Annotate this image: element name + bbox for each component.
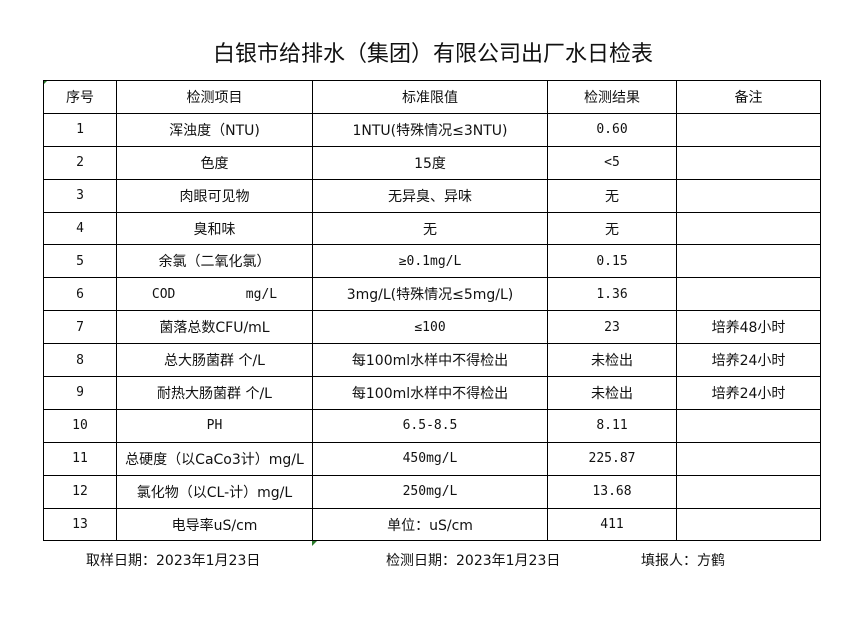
cell-remark [676,507,821,542]
cell-item: PH [116,408,313,443]
cell-no: 11 [43,441,117,476]
cell-result: 8.11 [547,408,677,443]
table-row: 9 耐热大肠菌群 个/L 每100ml水样中不得检出 未检出 培养24小时 [43,376,821,410]
table-row: 4 臭和味无无 [43,211,821,246]
cell-standard: 每100ml水样中不得检出 [312,376,548,410]
table-row: 6 COD mg/L 3mg/L(特殊情况≤5mg/L) 1.36 [43,277,821,312]
cell-no: 10 [43,408,117,443]
cell-item: 氯化物（以CL-计）mg/L [116,474,313,509]
header-no: 序号 [43,80,117,114]
cell-standard: 无 [312,211,548,246]
cell-standard: ≥0.1mg/L [312,244,548,279]
cell-remark [676,112,821,147]
cell-result: 13.68 [547,474,677,509]
cell-no: 4 [43,211,117,246]
cell-standard: 单位：uS/cm [312,507,548,542]
cell-remark [676,244,821,279]
cell-result: 未检出 [547,376,677,410]
cell-result: 1.36 [547,277,677,312]
cell-result: 23 [547,310,677,345]
sample-date: 取样日期：2023年1月23日 [86,553,261,569]
header-standard: 标准限值 [312,80,548,114]
table-row: 10 PH 6.5-8.5 8.11 [43,408,821,443]
cell-standard: 1NTU(特殊情况≤3NTU) [312,112,548,147]
cell-item: 电导率uS/cm [116,507,313,542]
test-date: 检测日期：2023年1月23日 [386,553,561,569]
cell-remark [676,441,821,476]
header-item: 检测项目 [116,80,313,114]
page-title: 白银市给排水（集团）有限公司出厂水日检表 [212,42,653,67]
cell-remark [676,408,821,443]
cell-standard: 250mg/L [312,474,548,509]
inspection-table: 序号 检测项目 标准限值 检测结果 备注 1 浑浊度（NTU) 1NTU(特殊情况≤… [43,80,821,542]
table-row: 3 肉眼可见物 无异臭、异味无 [43,178,821,213]
table-row: 5 余氯（二氧化氯） ≥0.1mg/L 0.15 [43,244,821,279]
cell-no: 12 [43,474,117,509]
table-row: 7 菌落总数CFU/mL ≤100 23 培养48小时 [43,310,821,345]
table-row: 12 氯化物（以CL-计）mg/L 250mg/L 13.68 [43,474,821,509]
table-row: 8 总大肠菌群 个/L 每100ml水样中不得检出 未检出 培养24小时 [43,343,821,378]
cell-item: 肉眼可见物 [116,178,313,213]
cell-item: 菌落总数CFU/mL [116,310,313,345]
cell-standard: 450mg/L [312,441,548,476]
cell-no: 1 [43,112,117,147]
cell-no: 6 [43,277,117,312]
table-row: 1 浑浊度（NTU) 1NTU(特殊情况≤3NTU) 0.60 [43,112,821,147]
cell-result: 0.60 [547,112,677,147]
cell-remark [676,474,821,509]
cell-remark: 培养24小时 [676,376,821,410]
cell-result: 0.15 [547,244,677,279]
cell-standard: 无异臭、异味 [312,178,548,213]
reporter: 填报人：方鹤 [641,553,725,569]
cell-remark [676,277,821,312]
cell-remark [676,178,821,213]
cell-no: 13 [43,507,117,542]
cell-result: 未检出 [547,343,677,378]
header-result: 检测结果 [547,80,677,114]
cell-no: 5 [43,244,117,279]
cell-item: 总硬度（以CaCo3计）mg/L [116,441,313,476]
table-row: 13 电导率uS/cm 单位：uS/cm 411 [43,507,821,542]
cell-item: COD mg/L [116,277,313,312]
cell-item: 臭和味 [116,211,313,246]
cell-result: <5 [547,145,677,180]
cell-no: 9 [43,376,117,410]
cell-result: 411 [547,507,677,542]
cell-item: 余氯（二氧化氯） [116,244,313,279]
cell-item: 总大肠菌群 个/L [116,343,313,378]
cell-no: 3 [43,178,117,213]
cell-result: 无 [547,178,677,213]
cell-standard: 6.5-8.5 [312,408,548,443]
cell-no: 8 [43,343,117,378]
cell-standard: ≤100 [312,310,548,345]
table-row: 11 总硬度（以CaCo3计）mg/L 450mg/L 225.87 [43,441,821,476]
cell-standard: 每100ml水样中不得检出 [312,343,548,378]
cell-no: 2 [43,145,117,180]
table-row: 2 色度 15度 <5 [43,145,821,180]
cell-no: 7 [43,310,117,345]
cell-standard: 15度 [312,145,548,180]
cell-remark [676,211,821,246]
cell-marker [312,541,317,546]
cell-result: 225.87 [547,441,677,476]
cell-remark: 培养48小时 [676,310,821,345]
header-remark: 备注 [676,80,821,114]
cell-remark: 培养24小时 [676,343,821,378]
table-header-row: 序号 检测项目 标准限值 检测结果 备注 [43,80,821,114]
cell-item: 色度 [116,145,313,180]
cell-standard: 3mg/L(特殊情况≤5mg/L) [312,277,548,312]
cell-item: 浑浊度（NTU) [116,112,313,147]
cell-result: 无 [547,211,677,246]
cell-remark [676,145,821,180]
cell-item: 耐热大肠菌群 个/L [116,376,313,410]
